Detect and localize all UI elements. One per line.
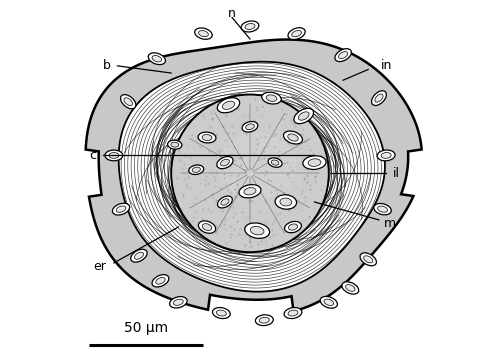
Ellipse shape [245, 23, 255, 29]
Ellipse shape [335, 49, 351, 62]
Ellipse shape [198, 221, 216, 233]
Ellipse shape [130, 249, 147, 262]
Ellipse shape [192, 167, 200, 172]
Ellipse shape [298, 112, 309, 120]
Ellipse shape [244, 188, 256, 195]
Ellipse shape [374, 204, 392, 215]
Ellipse shape [174, 299, 184, 305]
Ellipse shape [112, 203, 130, 215]
Ellipse shape [202, 135, 212, 140]
Polygon shape [118, 62, 385, 292]
Ellipse shape [246, 124, 254, 130]
Ellipse shape [303, 156, 326, 169]
Ellipse shape [220, 159, 230, 166]
Ellipse shape [171, 95, 329, 252]
Ellipse shape [170, 297, 187, 308]
Text: il: il [394, 167, 400, 180]
Ellipse shape [189, 165, 204, 174]
Ellipse shape [284, 131, 302, 144]
Ellipse shape [266, 95, 277, 101]
Ellipse shape [218, 133, 296, 200]
Ellipse shape [239, 184, 261, 198]
Ellipse shape [288, 28, 305, 40]
Ellipse shape [372, 91, 386, 105]
Ellipse shape [198, 31, 208, 37]
Ellipse shape [284, 221, 302, 233]
Ellipse shape [212, 308, 230, 318]
Ellipse shape [124, 98, 132, 105]
Ellipse shape [284, 308, 302, 318]
Ellipse shape [221, 199, 229, 205]
Ellipse shape [346, 284, 355, 291]
Ellipse shape [275, 195, 296, 209]
Ellipse shape [292, 30, 302, 37]
Ellipse shape [222, 101, 234, 109]
Ellipse shape [288, 134, 298, 141]
Ellipse shape [241, 21, 259, 32]
Polygon shape [86, 40, 421, 311]
Ellipse shape [194, 28, 212, 39]
Ellipse shape [342, 282, 358, 294]
Ellipse shape [260, 317, 270, 323]
Ellipse shape [198, 132, 216, 143]
Ellipse shape [308, 159, 321, 166]
Ellipse shape [171, 142, 178, 147]
Ellipse shape [218, 196, 232, 208]
Ellipse shape [360, 253, 376, 266]
Ellipse shape [280, 198, 291, 206]
Ellipse shape [202, 224, 212, 230]
Ellipse shape [271, 160, 279, 165]
Ellipse shape [152, 56, 162, 62]
Ellipse shape [364, 256, 373, 263]
Text: b: b [103, 59, 110, 72]
Ellipse shape [244, 223, 270, 238]
Ellipse shape [338, 52, 347, 58]
Ellipse shape [324, 299, 334, 305]
Ellipse shape [152, 275, 169, 287]
Ellipse shape [377, 150, 395, 161]
Text: in: in [380, 59, 392, 72]
Ellipse shape [381, 153, 391, 158]
Ellipse shape [294, 108, 314, 124]
Ellipse shape [217, 157, 233, 169]
Ellipse shape [250, 226, 264, 235]
Ellipse shape [148, 53, 166, 65]
Text: er: er [93, 260, 106, 273]
Ellipse shape [105, 150, 123, 161]
Text: m: m [384, 217, 396, 230]
Ellipse shape [134, 252, 143, 259]
Text: n: n [228, 8, 236, 21]
Ellipse shape [268, 158, 282, 167]
Ellipse shape [256, 315, 274, 326]
Ellipse shape [109, 153, 119, 158]
Ellipse shape [168, 140, 182, 149]
Ellipse shape [375, 94, 383, 102]
Ellipse shape [320, 296, 338, 308]
Text: 50 µm: 50 µm [124, 321, 168, 335]
Ellipse shape [116, 206, 126, 212]
Ellipse shape [288, 224, 298, 230]
Ellipse shape [120, 95, 136, 109]
Ellipse shape [218, 98, 240, 113]
Ellipse shape [378, 206, 388, 212]
Text: c: c [89, 149, 96, 162]
Ellipse shape [288, 310, 298, 316]
Ellipse shape [242, 122, 258, 132]
Ellipse shape [262, 92, 281, 104]
Ellipse shape [216, 310, 226, 316]
Ellipse shape [156, 278, 165, 284]
